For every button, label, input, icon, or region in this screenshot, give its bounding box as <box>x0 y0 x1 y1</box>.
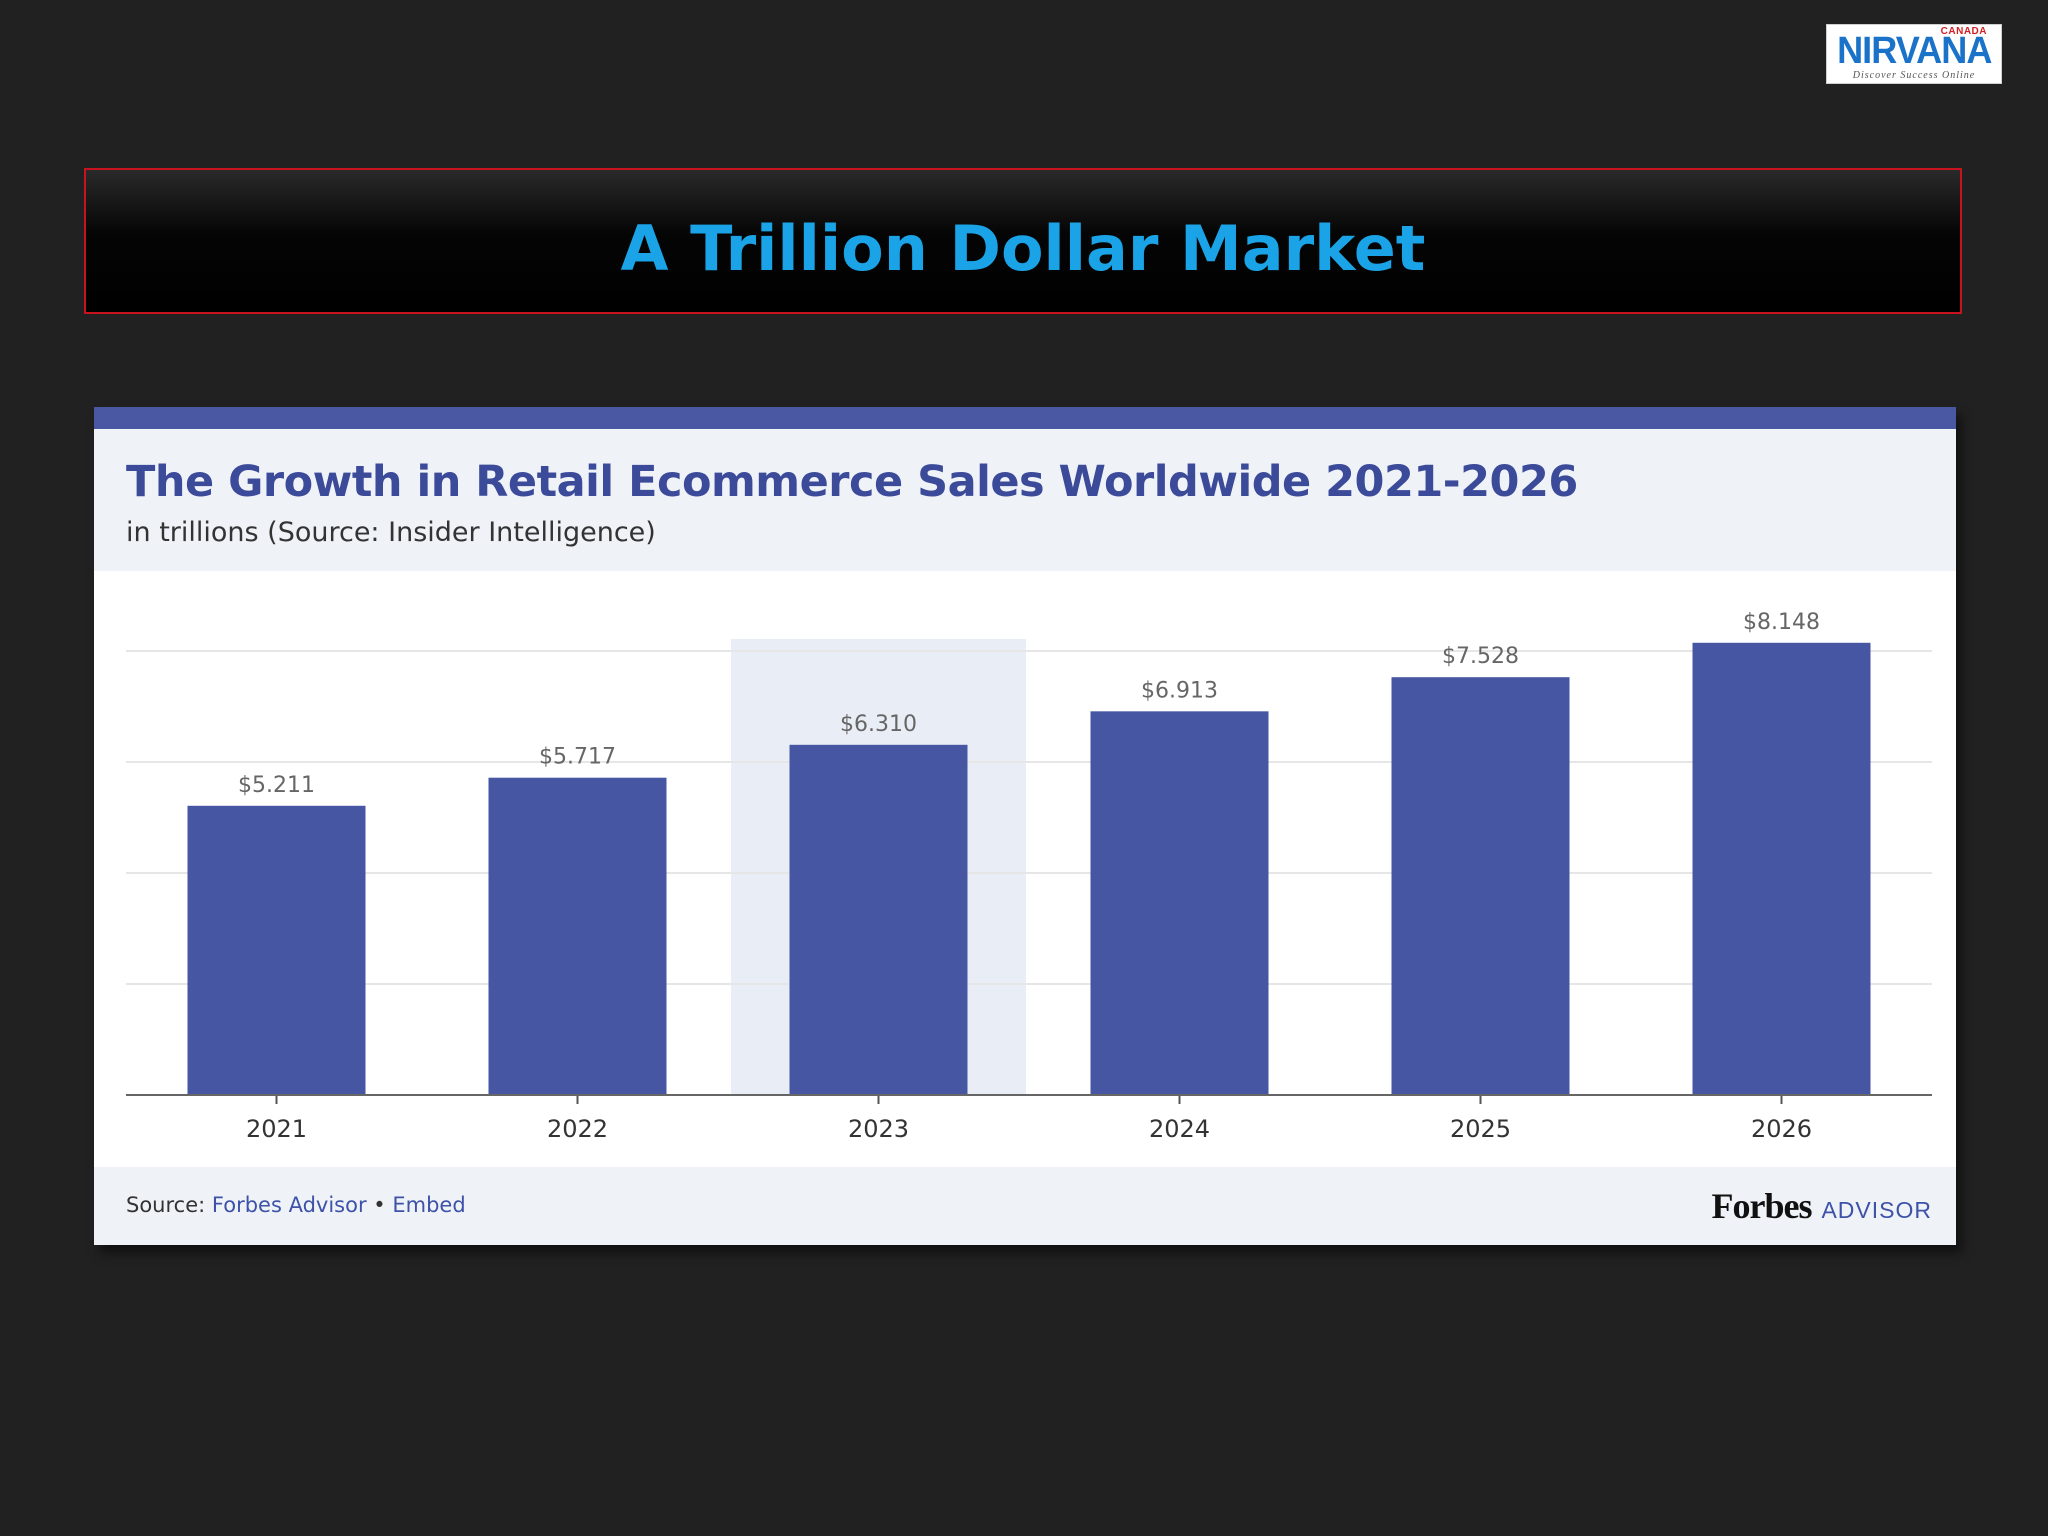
embed-link[interactable]: Embed <box>392 1193 466 1217</box>
nirvana-logo: CANADA NIRVANA Discover Success Online <box>1826 24 2002 84</box>
bar-2021 <box>187 805 366 1095</box>
logo-tagline: Discover Success Online <box>1852 70 1976 81</box>
data-label-2021: $5.211 <box>238 773 315 798</box>
source-separator: • <box>373 1193 386 1217</box>
x-tick-label-2021: 2021 <box>246 1115 307 1143</box>
title-banner: A Trillion Dollar Market <box>84 168 1962 314</box>
x-tick-label-2026: 2026 <box>1751 1115 1812 1143</box>
bar-chart: $5.211 2021 $5.717 2022 $6.310 2023 $6.913 2024… <box>126 610 1932 1143</box>
data-label-2024: $6.913 <box>1141 678 1218 703</box>
forbes-advisor-logo: Forbes ADVISOR <box>1711 1185 1932 1227</box>
slide-title: A Trillion Dollar Market <box>620 211 1426 285</box>
logo-region: CANADA <box>1940 26 1987 37</box>
data-label-2026: $8.148 <box>1743 610 1820 635</box>
card-header <box>94 429 1956 571</box>
advisor-wordmark: ADVISOR <box>1821 1197 1932 1223</box>
card-top-bar <box>94 407 1956 429</box>
x-tick-label-2022: 2022 <box>547 1115 608 1143</box>
footer-source: Source: Forbes Advisor • Embed <box>126 1193 466 1217</box>
bar-2022 <box>488 777 667 1095</box>
chart-subtitle: in trillions (Source: Insider Intelligen… <box>126 517 656 548</box>
data-label-2025: $7.528 <box>1442 644 1519 669</box>
forbes-advisor-link[interactable]: Forbes Advisor <box>211 1193 367 1217</box>
data-label-2023: $6.310 <box>840 712 917 737</box>
x-tick-label-2023: 2023 <box>848 1115 909 1143</box>
bar-2023 <box>789 744 968 1095</box>
chart-card: The Growth in Retail Ecommerce Sales Wor… <box>94 407 1956 1245</box>
data-label-2022: $5.717 <box>539 745 616 770</box>
source-prefix: Source: <box>126 1193 206 1217</box>
bar-2026 <box>1692 642 1871 1095</box>
x-tick-label-2024: 2024 <box>1149 1115 1210 1143</box>
chart-title: The Growth in Retail Ecommerce Sales Wor… <box>126 457 1578 507</box>
card-footer: Source: Forbes Advisor • Embed Forbes AD… <box>94 1167 1956 1245</box>
bar-2025 <box>1391 677 1570 1095</box>
logo-brand: NIRVANA <box>1836 30 1992 72</box>
x-tick-label-2025: 2025 <box>1450 1115 1511 1143</box>
forbes-wordmark: Forbes <box>1711 1186 1812 1226</box>
bar-2024 <box>1090 711 1269 1095</box>
